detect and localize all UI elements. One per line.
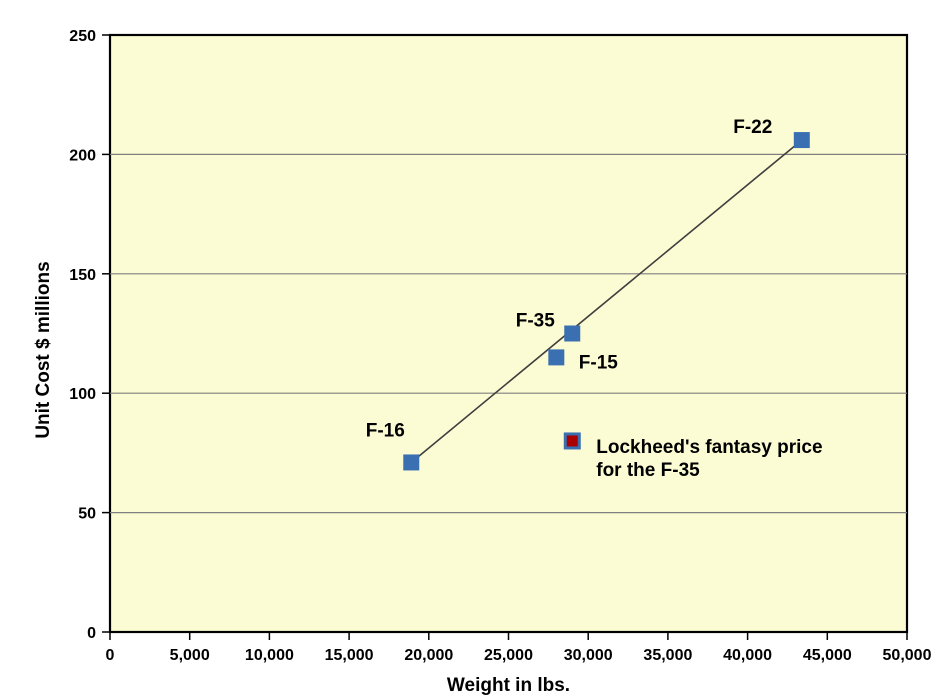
data-point-label-f-15: F-15 xyxy=(579,352,619,373)
y-tick-label-200: 200 xyxy=(69,147,96,164)
y-tick-label-150: 150 xyxy=(69,267,96,284)
plot-area xyxy=(108,33,909,634)
data-point-f-35 xyxy=(564,325,581,342)
x-tick-label-35000: 35,000 xyxy=(643,647,692,664)
fantasy-price-label-line-2: for the F-35 xyxy=(596,460,700,481)
x-tick-label-15000: 15,000 xyxy=(325,647,374,664)
x-tick-label-30000: 30,000 xyxy=(564,647,613,664)
fantasy-price-label-line-1: Lockheed's fantasy price xyxy=(596,437,822,458)
x-tick-label-20000: 20,000 xyxy=(404,647,453,664)
data-point-f-15 xyxy=(548,349,565,366)
data-point-label-f-22: F-22 xyxy=(733,117,772,138)
x-tick-label-5000: 5,000 xyxy=(170,647,210,664)
y-tick-label-0: 0 xyxy=(87,625,96,642)
x-tick-label-25000: 25,000 xyxy=(484,647,533,664)
x-tick-label-45000: 45,000 xyxy=(803,647,852,664)
y-tick-label-100: 100 xyxy=(69,386,96,403)
y-tick-label-50: 50 xyxy=(78,506,96,523)
data-point-f-22 xyxy=(793,132,810,149)
x-axis-title: Weight in lbs. xyxy=(446,675,571,696)
trend-line xyxy=(410,139,803,464)
x-tick-label-10000: 10,000 xyxy=(245,647,294,664)
y-axis-title: Unit Cost $ millions xyxy=(33,261,54,439)
data-point-label-f-35: F-35 xyxy=(516,311,556,332)
data-point-label-f-16: F-16 xyxy=(366,420,405,441)
data-point-f-16 xyxy=(403,454,420,471)
fantasy-price-marker-inner xyxy=(566,435,578,447)
y-tick-label-250: 250 xyxy=(69,28,96,45)
x-tick-label-0: 0 xyxy=(106,647,115,664)
x-tick-label-40000: 40,000 xyxy=(723,647,772,664)
x-tick-label-50000: 50,000 xyxy=(883,647,932,664)
